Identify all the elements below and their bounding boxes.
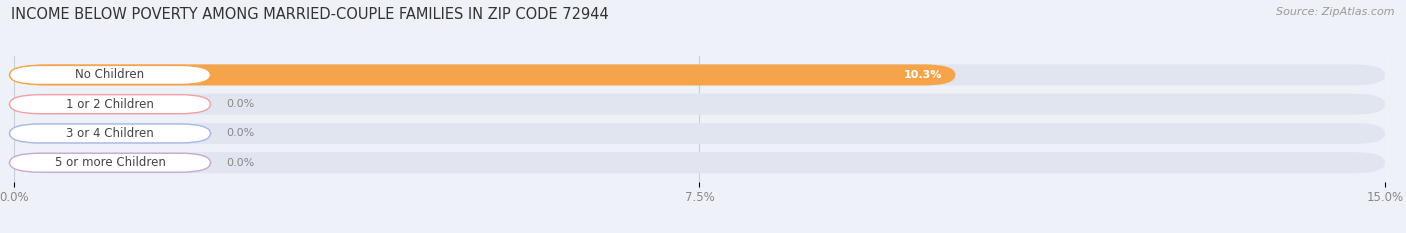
FancyBboxPatch shape [14,64,956,86]
Text: 3 or 4 Children: 3 or 4 Children [66,127,153,140]
FancyBboxPatch shape [14,152,1385,173]
Text: 0.0%: 0.0% [226,99,254,109]
Text: Source: ZipAtlas.com: Source: ZipAtlas.com [1277,7,1395,17]
FancyBboxPatch shape [10,65,211,84]
Text: 10.3%: 10.3% [903,70,942,80]
FancyBboxPatch shape [10,95,211,114]
Text: 1 or 2 Children: 1 or 2 Children [66,98,155,111]
Text: INCOME BELOW POVERTY AMONG MARRIED-COUPLE FAMILIES IN ZIP CODE 72944: INCOME BELOW POVERTY AMONG MARRIED-COUPL… [11,7,609,22]
FancyBboxPatch shape [14,64,1385,86]
FancyBboxPatch shape [10,153,211,172]
Text: 0.0%: 0.0% [226,158,254,168]
Text: 0.0%: 0.0% [226,128,254,138]
Text: 5 or more Children: 5 or more Children [55,156,166,169]
FancyBboxPatch shape [14,123,1385,144]
FancyBboxPatch shape [10,124,211,143]
FancyBboxPatch shape [14,94,1385,115]
Text: No Children: No Children [76,69,145,82]
